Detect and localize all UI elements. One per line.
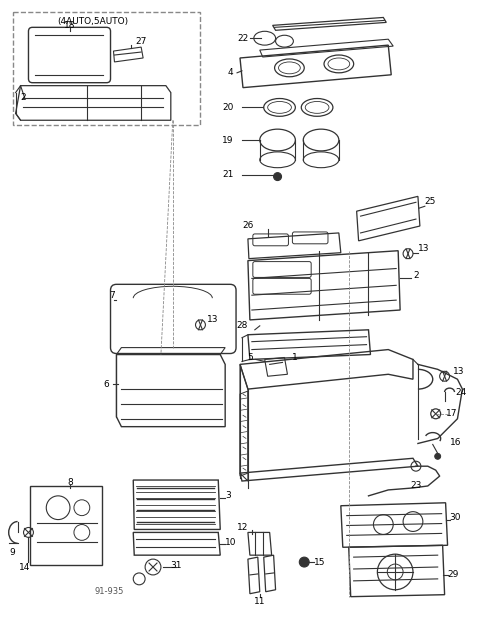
Text: 29: 29 — [447, 571, 459, 579]
Text: 12: 12 — [237, 523, 249, 532]
Text: (4AUTO,5AUTO): (4AUTO,5AUTO) — [57, 17, 128, 26]
Text: 24: 24 — [456, 388, 467, 397]
Text: 28: 28 — [236, 321, 248, 331]
Text: 91-935: 91-935 — [95, 588, 124, 596]
Text: 2: 2 — [21, 93, 26, 102]
Circle shape — [435, 453, 441, 459]
Text: 23: 23 — [410, 481, 421, 491]
Bar — [12, 11, 201, 125]
Text: 19: 19 — [222, 136, 234, 144]
Text: 16: 16 — [450, 438, 461, 447]
Text: 25: 25 — [425, 197, 436, 206]
Text: 13: 13 — [418, 244, 430, 253]
Circle shape — [300, 557, 309, 567]
Text: 5: 5 — [247, 353, 253, 362]
Text: 20: 20 — [222, 103, 234, 112]
Text: 27: 27 — [135, 37, 147, 46]
Text: 15: 15 — [314, 558, 325, 567]
Text: 2: 2 — [413, 271, 419, 280]
Text: 13: 13 — [453, 367, 464, 376]
Text: 4: 4 — [228, 68, 233, 78]
Text: 13: 13 — [207, 316, 219, 324]
Text: 3: 3 — [225, 491, 231, 501]
Text: 11: 11 — [254, 597, 265, 606]
Text: 8: 8 — [67, 478, 73, 486]
Text: 17: 17 — [445, 409, 457, 418]
Text: 30: 30 — [450, 513, 461, 522]
Circle shape — [274, 173, 281, 181]
Text: 14: 14 — [19, 562, 30, 571]
Text: 21: 21 — [222, 170, 234, 179]
Text: 1: 1 — [291, 353, 297, 362]
Text: 18: 18 — [64, 21, 76, 30]
Text: 22: 22 — [237, 34, 249, 42]
Text: 10: 10 — [225, 538, 237, 547]
Text: 7: 7 — [108, 291, 114, 300]
Text: 9: 9 — [10, 548, 15, 557]
Text: 6: 6 — [104, 379, 109, 389]
Text: 26: 26 — [242, 221, 253, 229]
Text: 31: 31 — [170, 561, 181, 569]
